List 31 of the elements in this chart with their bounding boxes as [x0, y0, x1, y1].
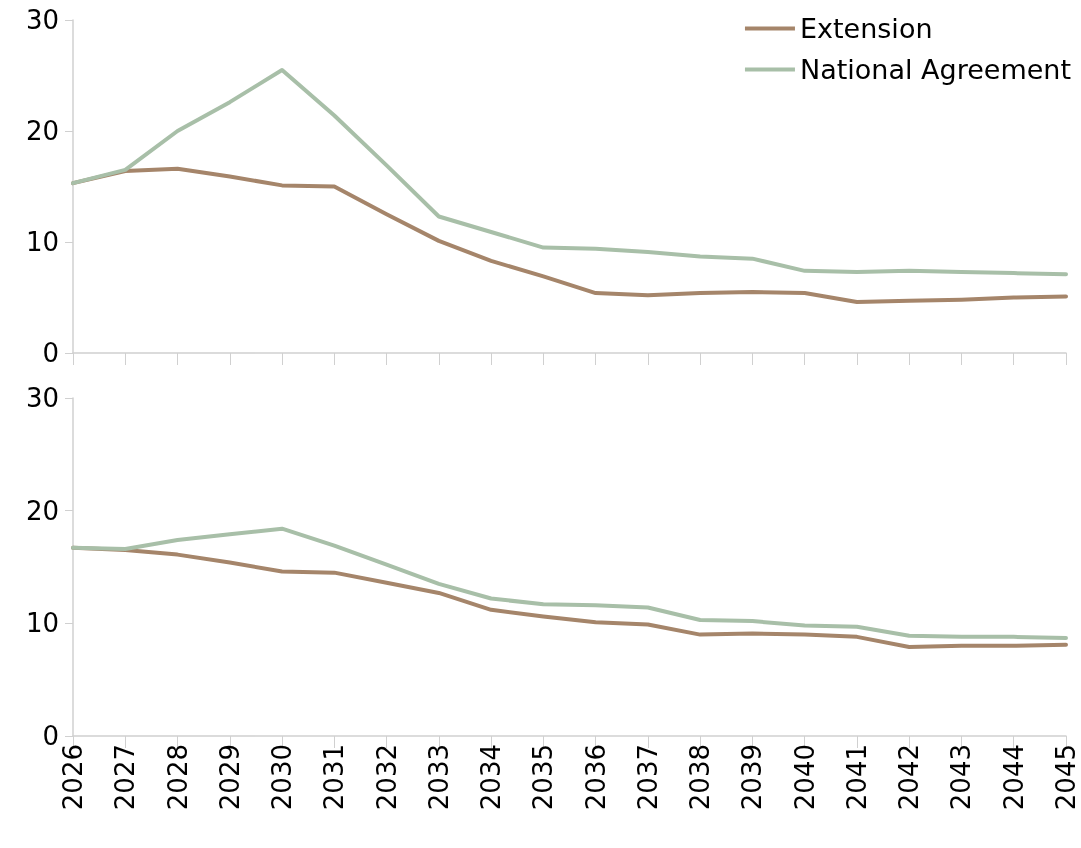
y-tick-label: 0	[42, 721, 59, 751]
x-tick-label: 2028	[162, 744, 193, 811]
x-tick-label: 2026	[58, 744, 88, 811]
legend-label: National Agreement	[799, 54, 1072, 85]
x-tick-label: 2035	[528, 744, 559, 811]
line-series	[71, 526, 1068, 640]
y-tick-label: 20	[25, 116, 59, 146]
x-tick-label: 2037	[632, 744, 663, 811]
y-tick-label: 20	[25, 495, 59, 526]
y-tick-label: 10	[25, 608, 59, 639]
x-tick-label: 2030	[267, 744, 298, 811]
x-tick-label: 2045	[1051, 744, 1081, 811]
legend-label: Extension	[799, 13, 933, 44]
x-tick-label: 2027	[110, 744, 141, 811]
x-tick-label: 2032	[371, 744, 402, 811]
x-tick-label: 2034	[476, 744, 507, 811]
x-tick-label: 2042	[894, 744, 925, 811]
y-tick-label: 30	[25, 5, 59, 35]
y-tick-label: 30	[25, 383, 59, 413]
x-tick-label: 2043	[946, 744, 977, 811]
x-tick-label: 2033	[423, 744, 454, 811]
x-tick-label: 2041	[841, 744, 872, 811]
x-tick-label: 2040	[789, 744, 820, 811]
x-tick-label: 2044	[998, 744, 1029, 811]
y-tick-label: 0	[42, 338, 59, 368]
x-tick-label: 2038	[685, 744, 716, 811]
x-tick-label: 2031	[319, 744, 350, 811]
x-tick-label: 2029	[214, 744, 245, 811]
x-tick-label: 2036	[580, 744, 611, 811]
x-tick-label: 2039	[737, 744, 768, 811]
y-tick-label: 10	[25, 227, 59, 257]
